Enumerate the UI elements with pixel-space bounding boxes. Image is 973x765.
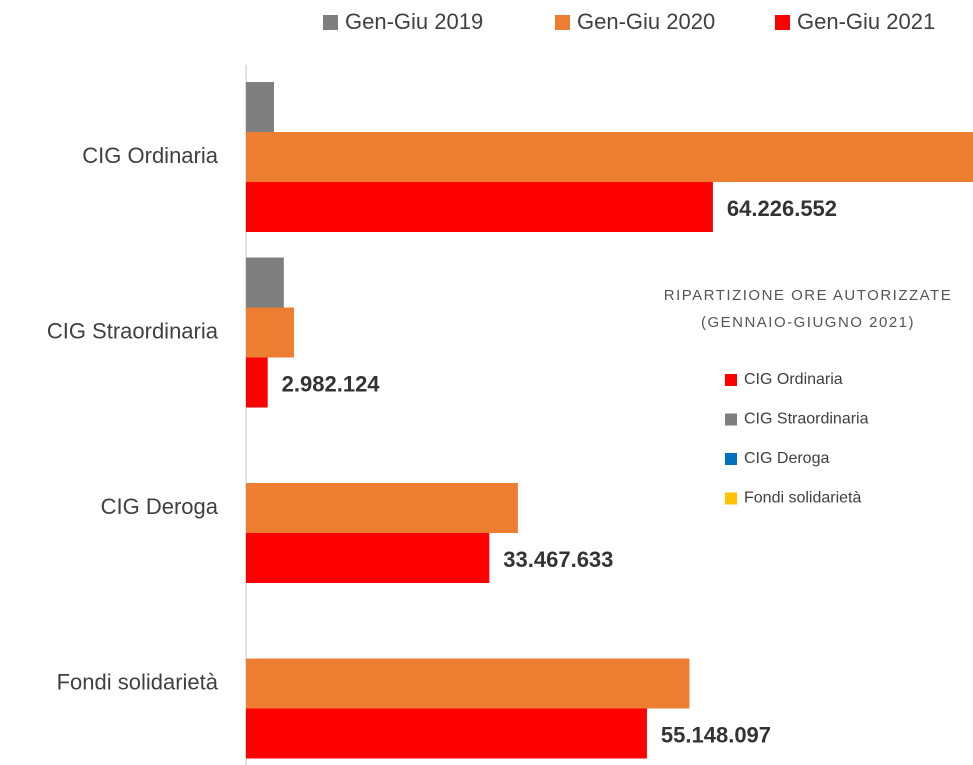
inset-legend-title: (GENNAIO-GIUGNO 2021) <box>701 314 915 331</box>
inset-legend-label: CIG Straordinaria <box>744 411 869 428</box>
inset-legend-label: CIG Deroga <box>744 450 829 467</box>
value-label: 33.467.633 <box>503 547 613 572</box>
category-label: CIG Deroga <box>101 494 219 519</box>
legend-label: Gen-Giu 2019 <box>345 9 483 34</box>
category-label: CIG Ordinaria <box>82 143 218 168</box>
legend-swatch <box>555 15 570 30</box>
inset-legend-title: RIPARTIZIONE ORE AUTORIZZATE <box>664 287 952 304</box>
bar <box>246 182 713 232</box>
category-label: CIG Straordinaria <box>47 318 219 343</box>
bar <box>246 533 490 583</box>
value-label: 64.226.552 <box>727 196 837 221</box>
category-label: Fondi solidarietà <box>57 669 219 694</box>
bar <box>246 307 294 358</box>
inset-legend-label: CIG Ordinaria <box>744 371 843 388</box>
inset-legend-swatch <box>725 413 737 426</box>
bar <box>246 132 973 182</box>
bar <box>246 708 647 759</box>
bar <box>246 357 268 408</box>
legend-label: Gen-Giu 2021 <box>797 9 935 34</box>
inset-legend-label: Fondi solidarietà <box>744 490 862 507</box>
legend-swatch <box>775 15 790 30</box>
bar <box>246 257 284 308</box>
inset-legend-swatch <box>725 374 737 386</box>
bar <box>246 82 274 132</box>
bar <box>246 658 690 709</box>
bar <box>246 483 518 533</box>
value-label: 55.148.097 <box>661 722 771 747</box>
inset-legend-swatch <box>725 453 737 465</box>
legend-label: Gen-Giu 2020 <box>577 9 715 34</box>
legend-swatch <box>323 15 338 30</box>
inset-legend-swatch <box>725 492 737 505</box>
value-label: 2.982.124 <box>282 371 381 396</box>
